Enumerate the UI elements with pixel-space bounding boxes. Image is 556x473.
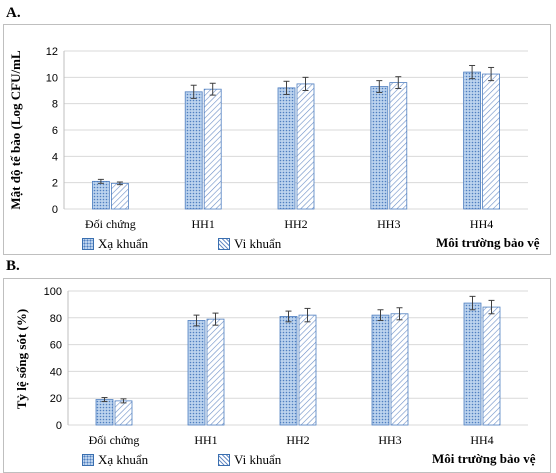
a-bar-s1	[92, 180, 110, 210]
legend-a-label-2: Vi khuẩn	[234, 236, 282, 251]
a-bar-s2	[389, 82, 408, 210]
b-category-label: HH4	[470, 433, 493, 447]
b-ytick-label: 60	[50, 340, 62, 352]
b-category-label: Đối chứng	[89, 433, 140, 447]
b-ylabel: Tỷ lệ sống sót (%)	[14, 309, 29, 409]
b-bar-s2	[298, 314, 317, 426]
legend-a-label-1: Xạ khuẩn	[98, 236, 149, 251]
b-ytick-label: 40	[50, 366, 62, 378]
b-bar-s1	[187, 320, 206, 426]
legend-b-swatch-dots	[82, 454, 94, 466]
b-bar-s1	[279, 316, 298, 426]
a-ylabel: Mật độ tế bào (Log CFU/mL	[8, 50, 23, 210]
b-bar-s2	[114, 400, 133, 426]
legend-b-label-2: Vi khuẩn	[234, 452, 282, 467]
a-bar-s1	[184, 91, 203, 210]
a-category-label: HH3	[377, 217, 400, 231]
b-ytick-label: 0	[56, 420, 62, 432]
a-ytick-label: 8	[52, 99, 58, 111]
a-category-label: HH2	[284, 217, 307, 231]
b-category-label: HH1	[194, 433, 217, 447]
b-ytick-label: 20	[50, 393, 62, 405]
a-bar-s2	[203, 88, 222, 210]
a-bar-s1	[463, 71, 482, 210]
chart-a-frame	[3, 24, 551, 255]
a-ytick-label: 6	[52, 125, 58, 137]
legend-b-series-1: Xạ khuẩn	[82, 452, 148, 468]
b-ytick-label: 80	[50, 313, 62, 325]
chart-b: 0 20 40 60 80 100 Tỷ lệ sống sót (%) Đối chứng H…	[14, 286, 528, 447]
legend-a-swatch-hatch	[218, 238, 230, 250]
chart-b-xlabel: Môi trường bảo vệ	[432, 451, 536, 466]
a-bar-s1	[370, 86, 389, 210]
b-bar-s1	[95, 399, 114, 426]
a-bar-s2	[111, 182, 129, 210]
a-bar-s2	[296, 83, 315, 210]
legend-a-swatch-dots	[82, 238, 94, 250]
panel-b: B. 0 20 40 60 80 100 Tỷ lệ sống sót (%) Đối chứ…	[0, 256, 556, 473]
a-ytick-label: 0	[52, 204, 58, 216]
a-category-label: HH4	[470, 217, 493, 231]
b-bar-s1	[463, 302, 482, 426]
a-category-label: HH1	[192, 217, 215, 231]
legend-a-series-1: Xạ khuẩn	[82, 236, 148, 252]
panel-a: A. 0 2 4 6 8 10 12 Mật độ tế bào (Log CFU/mL Đối…	[3, 5, 551, 255]
b-bar-s2	[482, 306, 501, 426]
b-bar-s1	[371, 314, 390, 426]
b-bar-s2	[206, 318, 225, 426]
chart-a: 0 2 4 6 8 10 12 Mật độ tế bào (Log CFU/mL Đối ch…	[8, 46, 528, 231]
panel-b-label: B.	[6, 258, 20, 274]
chart-b-frame	[3, 278, 551, 473]
b-category-label: HH2	[286, 433, 309, 447]
a-category-label: Đối chứng	[85, 217, 136, 231]
legend-b-series-2: Vi khuẩn	[218, 452, 281, 468]
legend-a-series-2: Vi khuẩn	[218, 236, 281, 252]
a-ytick-label: 12	[46, 46, 58, 58]
b-category-label: HH3	[378, 433, 401, 447]
a-ytick-label: 10	[46, 72, 58, 84]
legend-b-swatch-hatch	[218, 454, 230, 466]
chart-a-xlabel: Môi trường bảo vệ	[436, 235, 540, 250]
a-bar-s2	[482, 73, 501, 210]
panel-a-label: A.	[6, 5, 21, 21]
a-bar-s1	[277, 87, 296, 210]
a-ytick-label: 2	[52, 178, 58, 190]
legend-b-label-1: Xạ khuẩn	[98, 452, 149, 467]
b-bar-s2	[390, 313, 409, 426]
b-ytick-label: 100	[44, 286, 62, 298]
a-ytick-label: 4	[52, 151, 58, 163]
